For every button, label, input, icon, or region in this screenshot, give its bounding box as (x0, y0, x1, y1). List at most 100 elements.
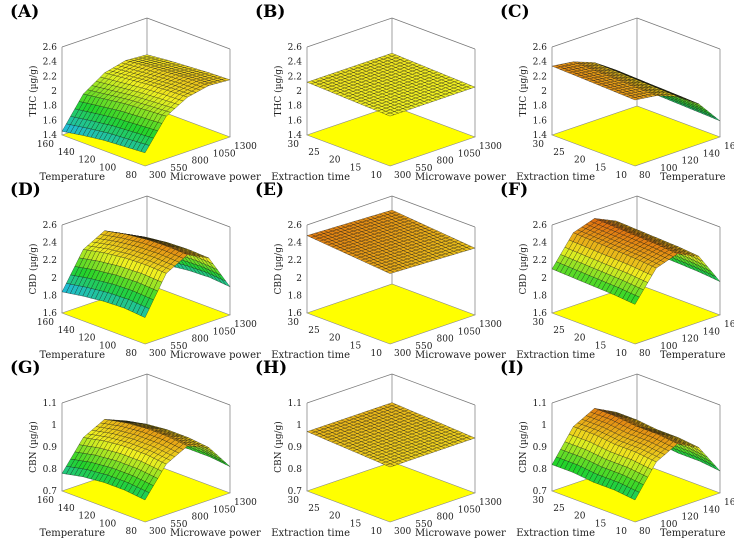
x-axis-title: Extraction time (271, 350, 350, 361)
y-axis-title: Microwave power (415, 528, 506, 538)
x-tick-label: 20 (329, 156, 341, 166)
y-tick-label: 300 (394, 349, 411, 359)
x-tick-label: 25 (308, 148, 320, 158)
x-tick-label: 25 (308, 504, 320, 514)
x-tick-label: 25 (553, 326, 565, 336)
x-tick-label: 140 (58, 504, 75, 514)
z-tick-label: 2 (296, 87, 302, 97)
y-axis-title: Microwave power (170, 350, 261, 361)
y-axis-title: Temperature (660, 350, 726, 361)
z-tick-label: 0.8 (533, 465, 548, 475)
x-tick-label: 30 (533, 496, 545, 506)
z-tick-label: 2.2 (533, 72, 547, 82)
y-axis-title: Temperature (660, 528, 726, 538)
y-tick-label: 1050 (458, 505, 481, 515)
response-surface (306, 209, 476, 274)
y-tick-label: 1050 (213, 327, 236, 337)
z-tick-label: 1.8 (533, 291, 548, 301)
z-axis-title: CBD (µg/g) (273, 243, 284, 294)
y-tick-label: 1300 (234, 498, 257, 508)
z-tick-label: 1.1 (43, 399, 57, 409)
y-tick-label: 800 (192, 513, 209, 523)
panel-a: 1.4 1.6 1.8 2 2.2 2.4 2.6 THC (µg/g) 80 100 120 140… (0, 0, 261, 183)
x-tick-label: 80 (126, 171, 138, 181)
x-tick-label: 20 (574, 512, 586, 522)
z-tick-label: 0.8 (43, 465, 58, 475)
surface-cell (385, 463, 395, 468)
y-tick-label: 80 (639, 349, 651, 359)
x-tick-label: 25 (553, 504, 565, 514)
top-left-edge (306, 373, 393, 404)
z-tick-label: 2.6 (288, 43, 303, 53)
top-left-edge (61, 17, 148, 48)
z-tick-label: 2.2 (43, 72, 57, 82)
y-tick-label: 160 (724, 498, 734, 508)
y-tick-label: 800 (192, 157, 209, 167)
top-left-edge (61, 373, 148, 404)
surface-cell (140, 306, 150, 318)
z-tick-label: 2 (541, 87, 547, 97)
panel-label: (D) (10, 180, 41, 200)
surface-cell (385, 270, 395, 274)
response-surface (551, 61, 721, 122)
top-right-edge (391, 195, 476, 228)
z-tick-label: 0.9 (43, 443, 58, 453)
x-tick-label: 20 (329, 334, 341, 344)
y-tick-label: 800 (437, 513, 454, 523)
top-right-edge (636, 373, 721, 406)
panel-g: 0.7 0.8 0.9 1 1.1 CBN (µg/g) 80 100 120 140 160 Tem… (0, 356, 261, 538)
surface-plot: 0.7 0.8 0.9 1 1.1 CBN (µg/g) 10 15 20 25 30 Extract… (271, 373, 506, 538)
x-tick-label: 100 (99, 519, 116, 529)
x-tick-label: 120 (78, 156, 95, 166)
y-tick-label: 120 (682, 335, 699, 345)
x-tick-label: 30 (288, 140, 300, 150)
z-tick-label: 1.6 (533, 116, 548, 126)
x-tick-label: 20 (574, 334, 586, 344)
x-axis-title: Extraction time (516, 172, 595, 183)
surface-cell (711, 115, 721, 122)
top-left-edge (306, 17, 393, 48)
y-tick-label: 550 (415, 342, 432, 352)
surface-cell (140, 144, 150, 153)
response-surface (306, 53, 476, 117)
z-tick-label: 1.8 (43, 291, 58, 301)
x-tick-label: 160 (37, 496, 54, 506)
y-tick-label: 550 (170, 164, 187, 174)
x-tick-label: 80 (126, 527, 138, 537)
z-tick-label: 1.6 (43, 116, 58, 126)
x-tick-label: 30 (288, 318, 300, 328)
y-tick-label: 80 (639, 171, 651, 181)
x-tick-label: 100 (99, 163, 116, 173)
panel-label: (H) (255, 358, 288, 378)
x-tick-label: 10 (616, 527, 628, 537)
x-tick-label: 20 (574, 156, 586, 166)
y-tick-label: 1300 (479, 498, 502, 508)
y-tick-label: 550 (415, 164, 432, 174)
y-tick-label: 100 (660, 164, 677, 174)
z-tick-label: 0.8 (288, 465, 303, 475)
y-tick-label: 100 (660, 520, 677, 530)
response-surface (61, 419, 231, 501)
response-surface (61, 230, 231, 318)
x-tick-label: 160 (37, 318, 54, 328)
x-axis-title: Temperature (39, 528, 105, 538)
x-axis-title: Extraction time (271, 528, 350, 538)
z-tick-label: 0.9 (533, 443, 548, 453)
z-tick-label: 1.6 (288, 116, 303, 126)
z-tick-label: 1.8 (43, 102, 58, 112)
surface-plot: 1.4 1.6 1.8 2 2.2 2.4 2.6 THC (µg/g) 80 100 120140… (28, 17, 261, 183)
x-tick-label: 120 (78, 334, 95, 344)
y-tick-label: 100 (660, 342, 677, 352)
x-axis-title: Temperature (39, 350, 105, 361)
panel-label: (F) (500, 180, 529, 200)
x-tick-label: 25 (553, 148, 565, 158)
x-tick-label: 30 (533, 318, 545, 328)
surface-cell (385, 112, 395, 117)
z-axis-title: THC (µg/g) (28, 65, 39, 116)
top-left-edge (551, 195, 638, 226)
x-axis-title: Extraction time (516, 350, 595, 361)
surface-cell (630, 490, 640, 501)
response-surface (306, 402, 476, 468)
x-tick-label: 20 (329, 512, 341, 522)
